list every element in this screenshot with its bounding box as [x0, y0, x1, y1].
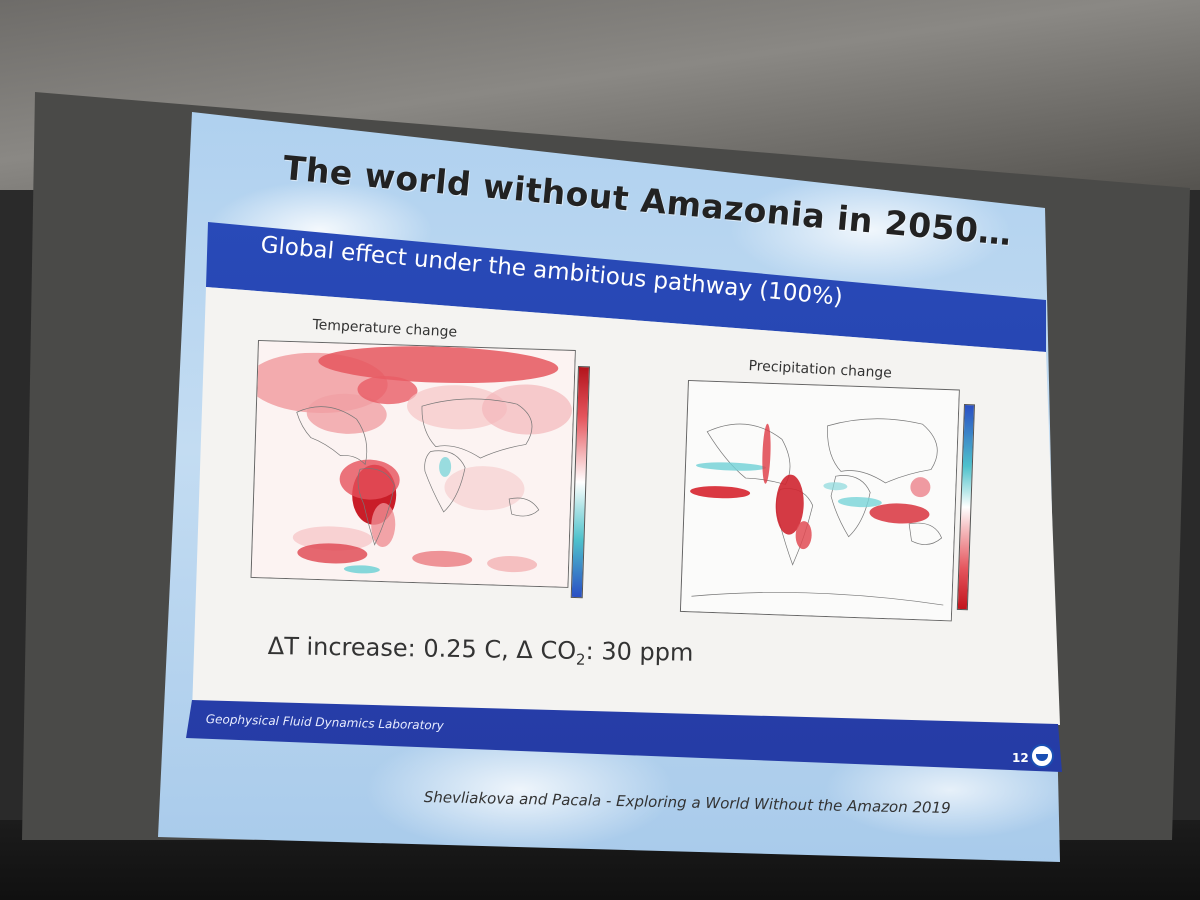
page-number: 12: [1012, 751, 1029, 765]
precipitation-change-map: [679, 380, 960, 622]
summary-prefix: ΔT increase: 0.25 C, Δ CO: [267, 632, 577, 665]
temperature-map-graphic: [250, 341, 576, 588]
precipitation-map-graphic: [680, 381, 960, 622]
summary-formula: ΔT increase: 0.25 C, Δ CO2: 30 ppm: [268, 632, 694, 670]
temperature-change-map: [250, 340, 576, 588]
summary-suffix: : 30 ppm: [585, 636, 694, 667]
noaa-logo-icon: [1030, 744, 1054, 768]
summary-subscript: 2: [575, 650, 586, 669]
